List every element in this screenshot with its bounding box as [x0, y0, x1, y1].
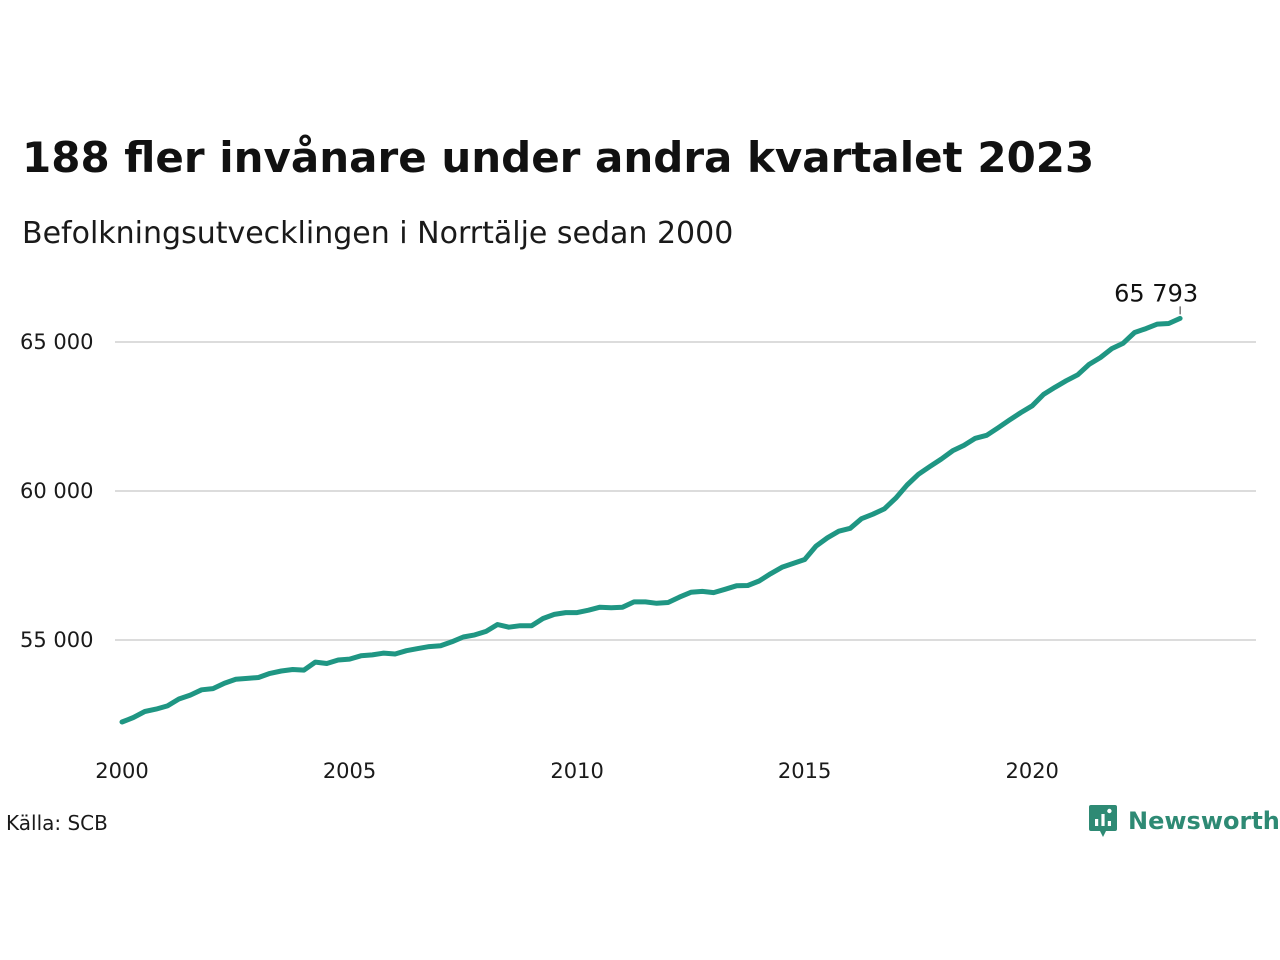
x-tick-label: 2000: [95, 759, 148, 783]
page-subtitle: Befolkningsutvecklingen i Norrtälje seda…: [22, 216, 734, 251]
newsworthy-logo-icon: [1089, 805, 1117, 837]
annotation-layer: 65 793: [1114, 279, 1198, 315]
end-value-label: 65 793: [1114, 279, 1198, 307]
page-title: 188 fler invånare under andra kvartalet …: [22, 133, 1095, 182]
gridlines: [115, 341, 1256, 641]
x-tick-label: 2015: [778, 759, 831, 783]
brand-logo[interactable]: Newsworthy: [1088, 803, 1280, 839]
y-tick-label: 60 000: [20, 479, 93, 503]
y-tick-label: 55 000: [20, 628, 93, 652]
x-tick-label: 2010: [550, 759, 603, 783]
y-axis: 55 000 60 000 65 000: [20, 330, 93, 652]
x-tick-label: 2020: [1005, 759, 1058, 783]
series-layer: [119, 315, 1183, 725]
x-axis: 2000 2005 2010 2015 2020: [95, 759, 1059, 783]
y-tick-label: 65 000: [20, 330, 93, 354]
source-note: Källa: SCB: [6, 811, 108, 835]
x-tick-label: 2005: [323, 759, 376, 783]
brand-name: Newsworthy: [1128, 807, 1280, 835]
series-line: [119, 315, 1183, 725]
